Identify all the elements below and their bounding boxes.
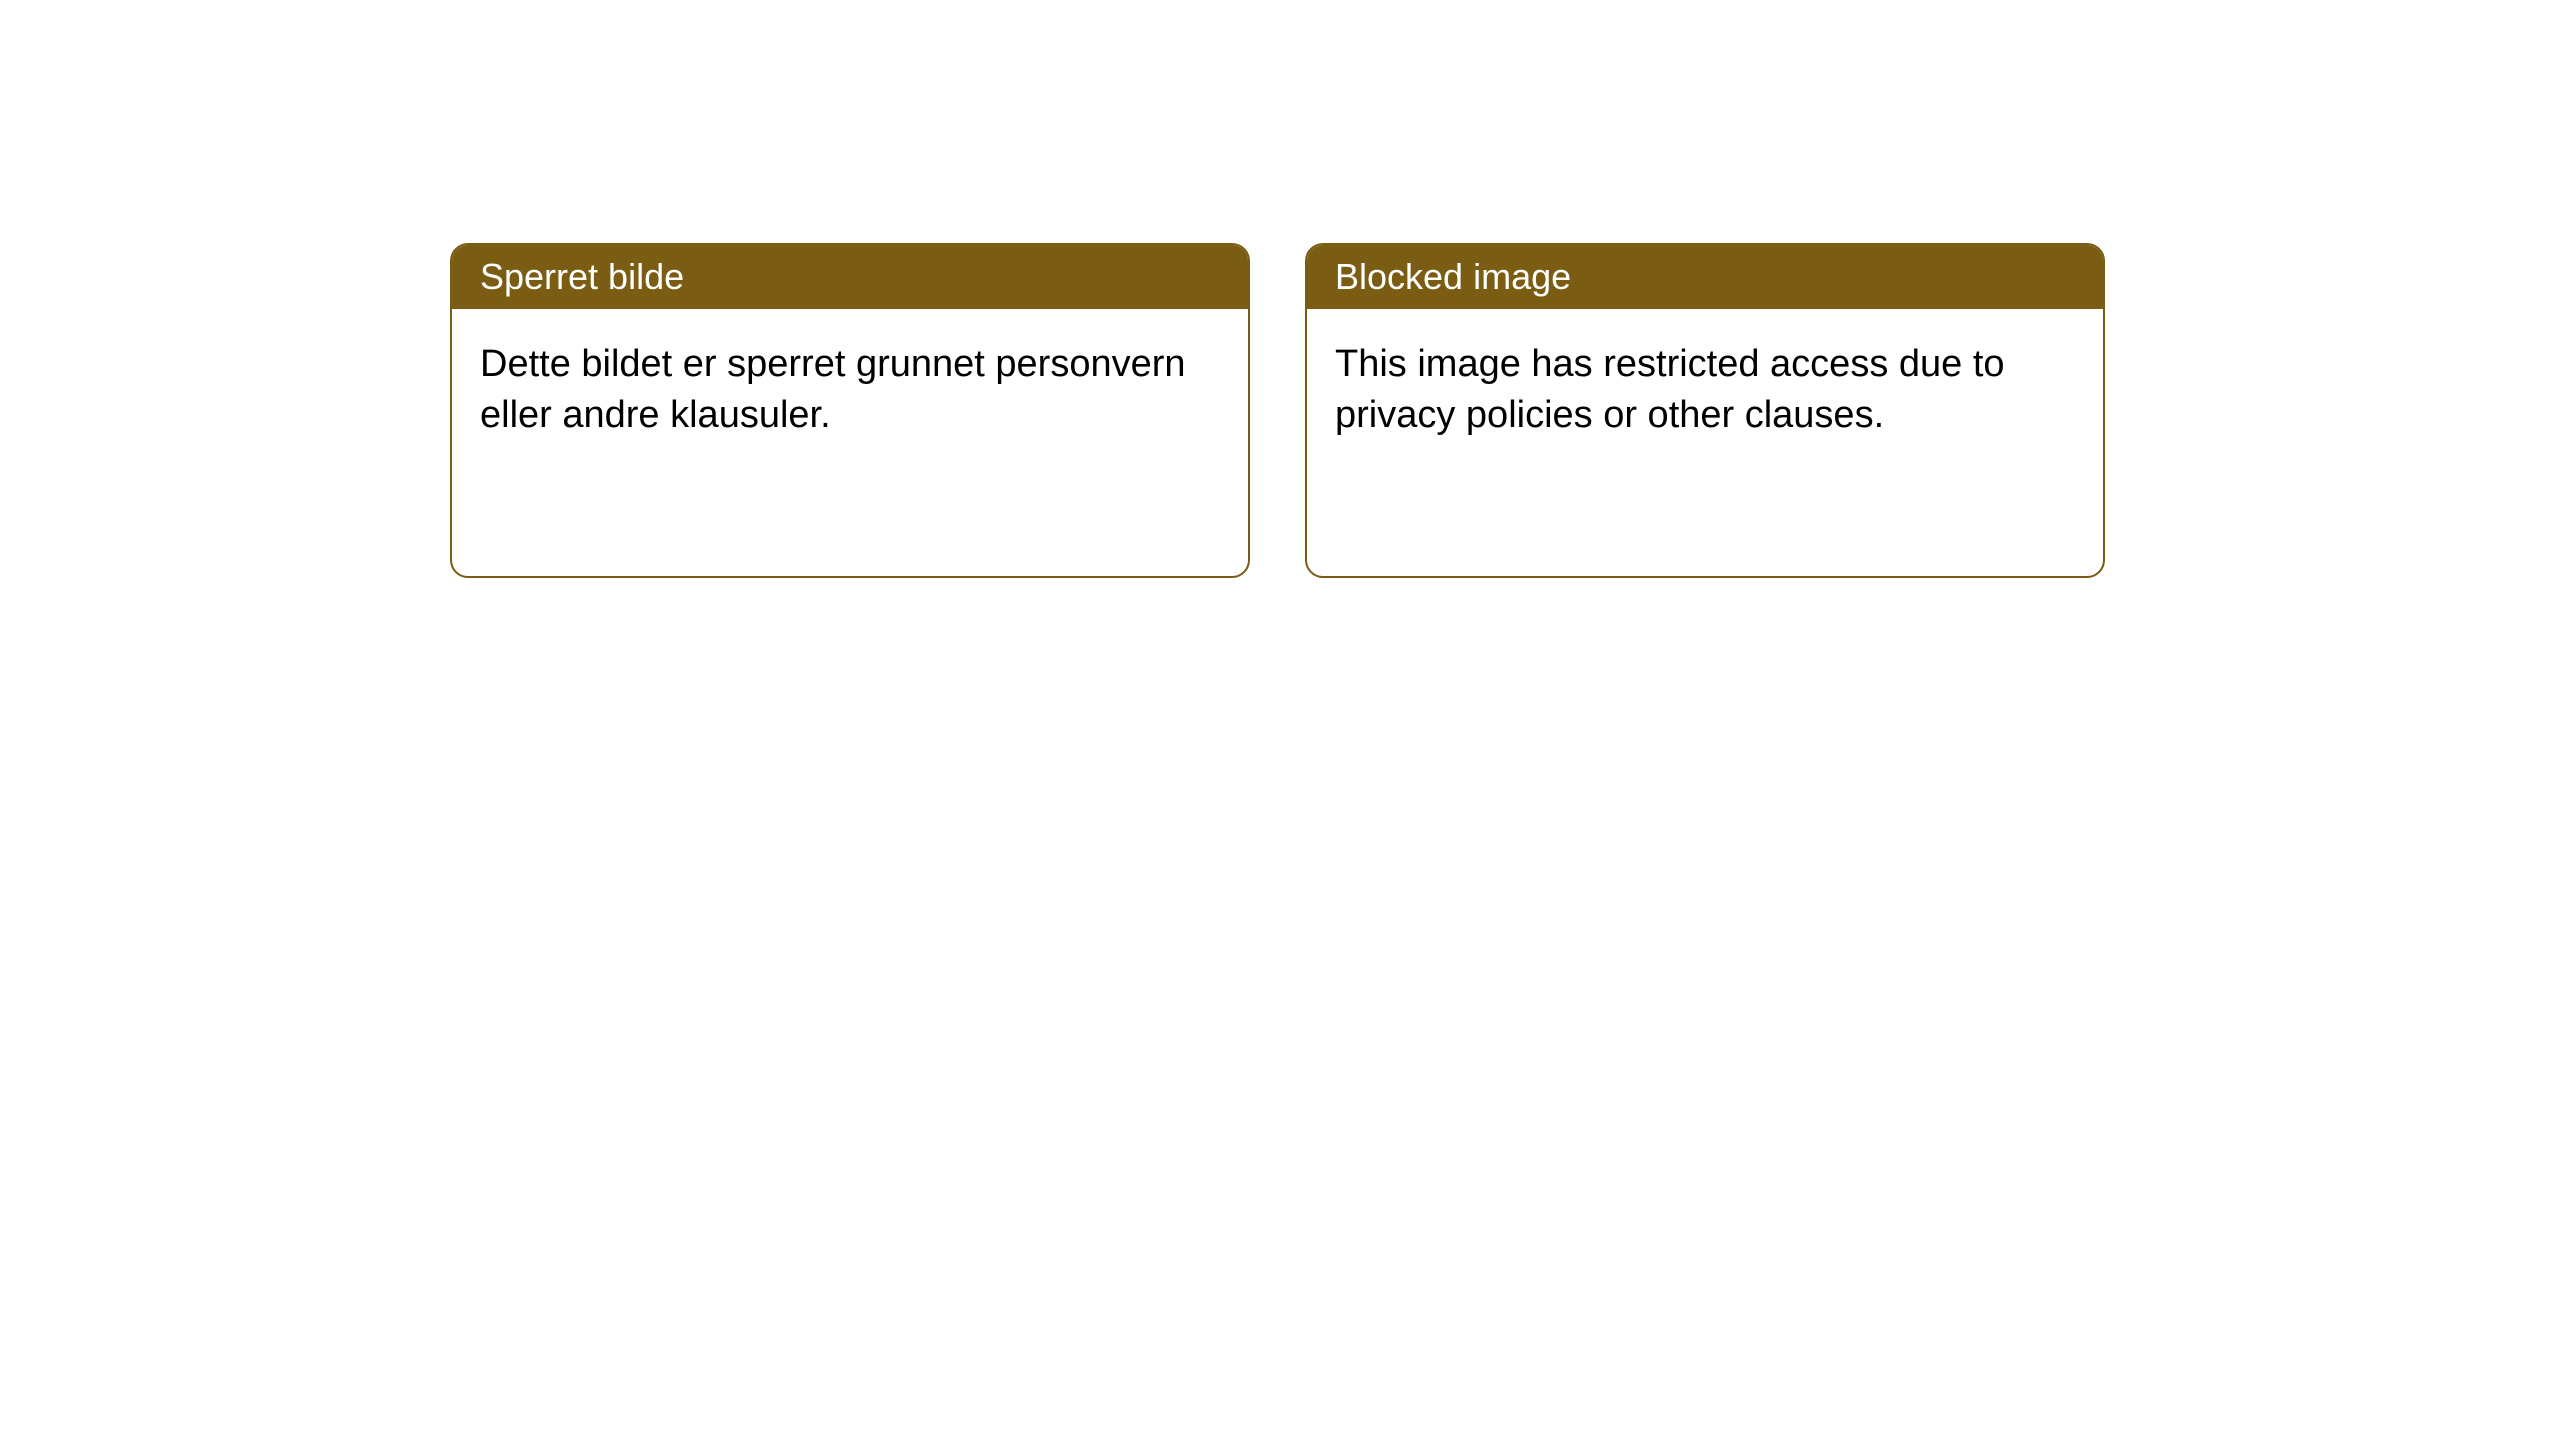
blocked-image-card-no: Sperret bilde Dette bildet er sperret gr… (450, 243, 1250, 578)
card-body: Dette bildet er sperret grunnet personve… (452, 309, 1248, 472)
blocked-image-card-en: Blocked image This image has restricted … (1305, 243, 2105, 578)
card-header: Sperret bilde (452, 245, 1248, 309)
card-body: This image has restricted access due to … (1307, 309, 2103, 472)
card-header: Blocked image (1307, 245, 2103, 309)
cards-container: Sperret bilde Dette bildet er sperret gr… (450, 243, 2105, 578)
